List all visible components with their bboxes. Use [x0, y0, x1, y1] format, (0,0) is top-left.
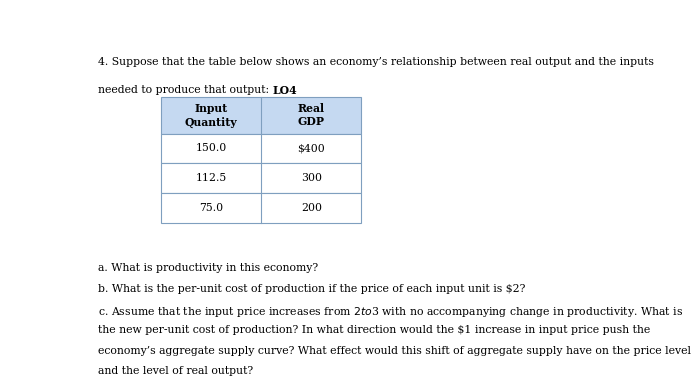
- Text: and the level of real output?: and the level of real output?: [98, 366, 253, 376]
- Text: c. Assume that the input price increases from $2 to $3 with no accompanying chan: c. Assume that the input price increases…: [98, 305, 684, 319]
- Text: 4. Suppose that the table below shows an economy’s relationship between real out: 4. Suppose that the table below shows an…: [98, 57, 654, 67]
- FancyBboxPatch shape: [161, 193, 361, 223]
- Text: needed to produce that output:: needed to produce that output:: [98, 85, 273, 95]
- FancyBboxPatch shape: [161, 97, 361, 134]
- Text: a. What is productivity in this economy?: a. What is productivity in this economy?: [98, 263, 318, 273]
- Text: the new per-unit cost of production? In what direction would the $1 increase in : the new per-unit cost of production? In …: [98, 325, 650, 335]
- Text: Input
Quantity: Input Quantity: [185, 103, 237, 127]
- Text: 75.0: 75.0: [199, 203, 223, 213]
- Text: 150.0: 150.0: [195, 144, 227, 154]
- Text: b. What is the per-unit cost of production if the price of each input unit is $2: b. What is the per-unit cost of producti…: [98, 284, 526, 294]
- FancyBboxPatch shape: [161, 163, 361, 193]
- FancyBboxPatch shape: [161, 134, 361, 163]
- Text: 300: 300: [301, 173, 322, 183]
- Text: Real
GDP: Real GDP: [298, 103, 325, 127]
- Text: economy’s aggregate supply curve? What effect would this shift of aggregate supp: economy’s aggregate supply curve? What e…: [98, 346, 692, 356]
- Text: 200: 200: [301, 203, 322, 213]
- Text: $400: $400: [298, 144, 326, 154]
- Text: 112.5: 112.5: [195, 173, 227, 183]
- Text: LO4: LO4: [273, 85, 298, 96]
